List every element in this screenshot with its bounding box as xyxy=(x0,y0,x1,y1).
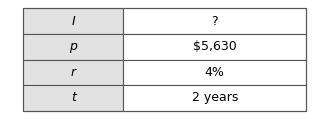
Bar xyxy=(23,34,123,60)
Bar xyxy=(123,85,306,111)
Bar xyxy=(23,8,123,34)
Text: I: I xyxy=(71,15,75,28)
Text: 4%: 4% xyxy=(205,66,225,79)
Bar xyxy=(123,60,306,85)
Bar xyxy=(123,34,306,60)
Text: p: p xyxy=(69,40,77,53)
Text: ?: ? xyxy=(212,15,218,28)
Bar xyxy=(23,8,306,111)
Text: t: t xyxy=(71,91,76,104)
Text: $5,630: $5,630 xyxy=(193,40,237,53)
Text: 2 years: 2 years xyxy=(191,91,238,104)
Bar xyxy=(23,85,123,111)
Bar xyxy=(123,8,306,34)
Text: r: r xyxy=(71,66,76,79)
Bar xyxy=(23,60,123,85)
